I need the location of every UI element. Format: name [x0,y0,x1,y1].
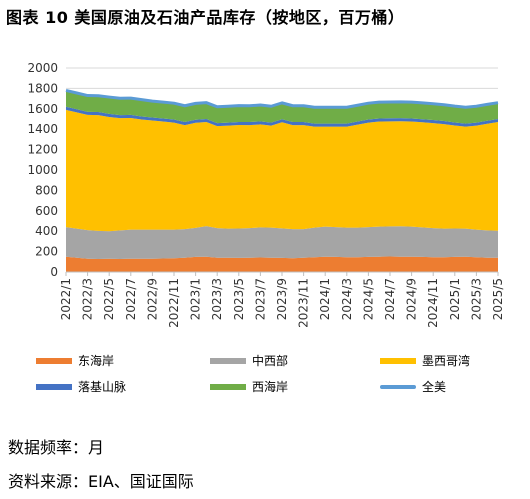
legend-label: 全美 [422,380,447,394]
y-axis: 0 200 400 600 800 1000 1200 1400 1600 1800 2000 [27,61,58,279]
x-axis: 2022/1 2022/3 2022/5 2022/7 2022/9 2022/11 202… [59,271,505,328]
legend-item: 东海岸 [36,352,114,369]
x-tick-label: 2024/7 [383,278,397,320]
legend-label: 东海岸 [78,354,115,368]
legend-item: 中西部 [210,352,288,369]
legend-label: 西海岸 [252,380,289,394]
x-tick-label: 2025/1 [448,278,462,320]
x-tick-label: 2024/1 [318,278,332,320]
x-tick-label: 2022/9 [145,278,159,320]
area-layers [66,90,498,272]
y-tick-label: 1800 [27,81,58,95]
x-tick-label: 2024/9 [405,278,419,320]
x-tick-label: 2022/3 [81,278,95,320]
y-tick-label: 1000 [27,163,58,177]
legend-label: 中西部 [252,354,289,368]
x-tick-label: 2022/7 [124,278,138,320]
legend-swatch [380,357,416,364]
legend-swatch [210,357,246,364]
y-tick-label: 1600 [27,102,58,116]
y-tick-label: 800 [35,183,58,197]
legend-item: 落基山脉 [36,378,126,395]
x-tick-label: 2024/11 [426,278,440,328]
data-frequency-note: 数据频率：月 [8,438,105,457]
legend-label: 墨西哥湾 [422,354,471,368]
chart: 0 200 400 600 800 1000 1200 1400 1600 1800 2000 20… [27,61,505,328]
legend-label: 落基山脉 [78,380,127,394]
legend-swatch [380,384,416,389]
legend-swatch [36,383,72,390]
area-series [66,226,498,259]
y-tick-label: 2000 [27,61,58,75]
legend: 东海岸 中西部 墨西哥湾落基山脉 西海岸 全美 [36,352,516,412]
x-tick-label: 2023/11 [297,278,311,328]
x-tick-label: 2022/11 [167,278,181,328]
chart-title: 图表 10 美国原油及石油产品库存（按地区，百万桶） [6,8,405,27]
legend-item: 墨西哥湾 [380,352,470,369]
x-tick-label: 2022/1 [59,278,73,320]
legend-item: 西海岸 [210,378,288,395]
area-series [66,90,498,124]
x-tick-label: 2024/3 [340,278,354,320]
legend-item: 全美 [380,378,446,395]
legend-swatch [36,357,72,364]
x-tick-label: 2023/7 [253,278,267,320]
x-tick-label: 2024/5 [361,278,375,320]
x-tick-label: 2023/9 [275,278,289,320]
y-tick-label: 1200 [27,143,58,157]
x-tick-label: 2023/3 [210,278,224,320]
legend-swatch [210,383,246,390]
y-tick-label: 0 [50,265,58,279]
area-series [66,109,498,232]
total-line-layer [65,88,499,109]
y-tick-label: 400 [35,224,58,238]
x-tick-label: 2023/1 [189,278,203,320]
data-source-note: 资料来源：EIA、国证国际 [8,472,194,491]
area-series [66,256,498,272]
x-tick-label: 2022/5 [102,278,116,320]
y-tick-label: 200 [35,245,58,259]
total-line [65,88,499,109]
x-tick-label: 2023/5 [232,278,246,320]
y-tick-label: 1400 [27,122,58,136]
x-tick-label: 2025/5 [491,278,505,320]
y-tick-label: 600 [35,204,58,218]
x-tick-label: 2025/3 [469,278,483,320]
area-series [66,106,498,127]
